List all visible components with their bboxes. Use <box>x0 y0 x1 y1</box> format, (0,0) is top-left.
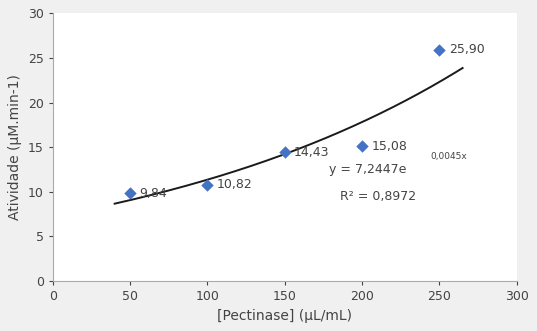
Text: 15,08: 15,08 <box>372 140 407 153</box>
Text: 25,90: 25,90 <box>449 43 484 56</box>
Text: R² = 0,8972: R² = 0,8972 <box>340 190 417 203</box>
Text: 14,43: 14,43 <box>294 146 330 159</box>
Text: 10,82: 10,82 <box>217 178 252 191</box>
Text: 9,84: 9,84 <box>140 187 167 200</box>
X-axis label: [Pectinase] (μL/mL): [Pectinase] (μL/mL) <box>217 309 352 323</box>
Point <box>203 182 212 187</box>
Text: 0,0045x: 0,0045x <box>430 152 467 161</box>
Text: y = 7,2447e: y = 7,2447e <box>329 164 406 176</box>
Point <box>126 191 134 196</box>
Point <box>280 150 289 155</box>
Point <box>358 144 366 149</box>
Point <box>435 47 444 53</box>
Y-axis label: Atividade (μM.min-1): Atividade (μM.min-1) <box>9 74 23 220</box>
